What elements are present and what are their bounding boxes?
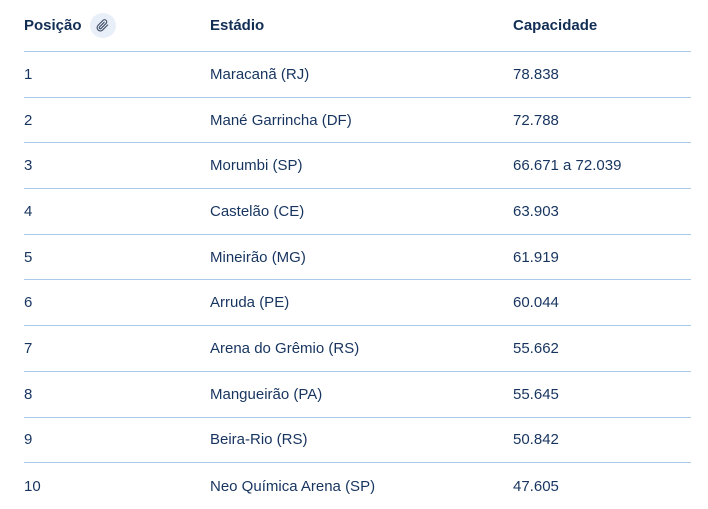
cell-capacidade: 47.605 (513, 477, 559, 495)
table-row: 6 Arruda (PE) 60.044 (24, 280, 691, 327)
table-header-row: Posição Estádio Capacidade (24, 0, 691, 52)
cell-capacidade: 72.788 (513, 111, 559, 129)
table-row: 3 Morumbi (SP) 66.671 a 72.039 (24, 143, 691, 190)
cell-posicao: 8 (24, 385, 33, 403)
cell-capacidade: 55.645 (513, 385, 559, 403)
cell-estadio: Maracanã (RJ) (210, 65, 310, 83)
column-header-capacidade: Capacidade (513, 17, 598, 34)
column-header-estadio: Estádio (210, 17, 265, 34)
cell-posicao: 2 (24, 111, 33, 129)
cell-estadio: Mineirão (MG) (210, 248, 306, 266)
table-row: 7 Arena do Grêmio (RS) 55.662 (24, 326, 691, 372)
cell-capacidade: 63.903 (513, 202, 559, 220)
table-row: 4 Castelão (CE) 63.903 (24, 189, 691, 235)
cell-capacidade: 50.842 (513, 431, 559, 449)
cell-posicao: 10 (24, 477, 41, 495)
cell-capacidade: 55.662 (513, 339, 559, 357)
table-row: 1 Maracanã (RJ) 78.838 (24, 52, 691, 98)
table-row: 10 Neo Química Arena (SP) 47.605 (24, 463, 691, 509)
table-row: 8 Mangueirão (PA) 55.645 (24, 372, 691, 418)
cell-posicao: 3 (24, 157, 33, 175)
cell-capacidade: 60.044 (513, 294, 559, 312)
cell-estadio: Castelão (CE) (210, 202, 305, 220)
table-row: 2 Mané Garrincha (DF) 72.788 (24, 98, 691, 144)
stadium-capacity-table: Posição Estádio Capacidade 1 Maracanã (R… (24, 0, 691, 509)
table-row: 9 Beira-Rio (RS) 50.842 (24, 418, 691, 464)
cell-posicao: 4 (24, 202, 33, 220)
cell-capacidade: 78.838 (513, 65, 559, 83)
anchor-link-button[interactable] (89, 13, 116, 38)
cell-estadio: Arena do Grêmio (RS) (210, 339, 360, 357)
cell-posicao: 7 (24, 339, 33, 357)
column-header-posicao: Posição (24, 13, 210, 38)
cell-posicao: 6 (24, 294, 33, 312)
column-header-posicao-label: Posição (24, 17, 82, 34)
cell-estadio: Mangueirão (PA) (210, 385, 323, 403)
cell-posicao: 9 (24, 431, 33, 449)
cell-estadio: Neo Química Arena (SP) (210, 477, 376, 495)
table-row: 5 Mineirão (MG) 61.919 (24, 235, 691, 281)
cell-estadio: Arruda (PE) (210, 294, 290, 312)
paperclip-icon (96, 19, 109, 32)
cell-estadio: Morumbi (SP) (210, 157, 303, 175)
cell-estadio: Mané Garrincha (DF) (210, 111, 352, 129)
cell-capacidade: 66.671 a 72.039 (513, 157, 622, 175)
cell-posicao: 5 (24, 248, 33, 266)
cell-capacidade: 61.919 (513, 248, 559, 266)
cell-estadio: Beira-Rio (RS) (210, 431, 308, 449)
cell-posicao: 1 (24, 65, 33, 83)
